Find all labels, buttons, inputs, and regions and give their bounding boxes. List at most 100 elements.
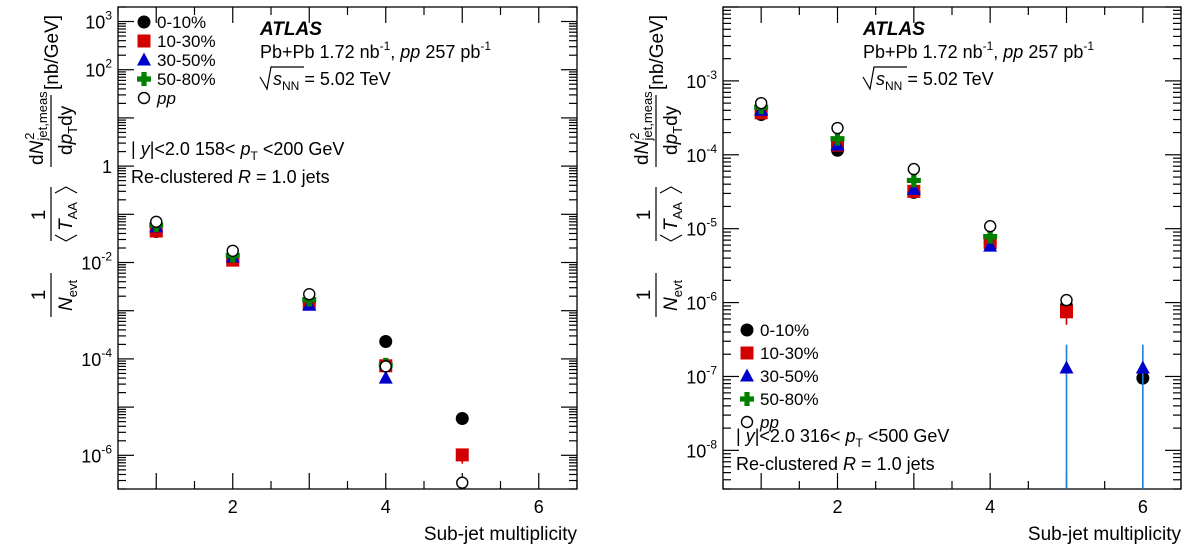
y-tick-label: 1 — [102, 157, 112, 177]
data-point — [379, 360, 392, 373]
legend-marker — [740, 415, 754, 429]
y-label-taa: TAA — [56, 202, 80, 231]
legend-label: 50-80% — [157, 70, 216, 89]
x-axis-label: Sub-jet multiplicity — [1028, 524, 1182, 545]
y-label-units: [nb/GeV] — [647, 15, 668, 90]
jet-definition: Re-clustered R = 1.0 jets — [736, 454, 935, 474]
y-label-nevt: Nevt — [56, 280, 80, 311]
sqrt-sign — [259, 66, 304, 91]
legend-marker — [137, 52, 151, 66]
energy-label: sNN = 5.02 TeV — [876, 69, 994, 93]
data-point — [831, 121, 844, 135]
x-tick-label: 6 — [1138, 497, 1148, 517]
data-point — [1059, 360, 1074, 374]
data-point — [754, 96, 768, 110]
y-label-one: 1 — [29, 290, 50, 301]
data-point — [1060, 305, 1073, 319]
data-point — [1060, 293, 1073, 307]
x-tick-label: 4 — [381, 497, 391, 517]
data-point — [303, 288, 316, 301]
left-panel: 2 4 6 10-6 10-4 10-2 1 102 103 Sub-jet multiplici… — [22, 6, 578, 545]
data-point — [455, 412, 469, 426]
legend-label: 0-10% — [157, 13, 206, 32]
data-point — [906, 181, 921, 195]
legend-marker — [137, 15, 151, 29]
data-point — [983, 220, 997, 233]
jet-definition: Re-clustered R = 1.0 jets — [131, 167, 330, 187]
data-points — [754, 96, 1150, 489]
y-tick-label: 10-5 — [686, 216, 717, 240]
data-point — [456, 476, 469, 489]
x-tick-label: 2 — [832, 497, 842, 517]
data-point — [983, 238, 998, 252]
angle-brackets — [54, 186, 78, 242]
legend-marker — [137, 72, 151, 86]
y-label-units: [nb/GeV] — [42, 15, 63, 90]
energy-label: sNN = 5.02 TeV — [273, 69, 391, 93]
legend-label: 10-30% — [157, 32, 216, 51]
legend-label: 50-80% — [760, 390, 819, 409]
legend-label: pp — [759, 413, 779, 432]
y-tick-label: 103 — [85, 9, 112, 33]
y-tick-label: 10-4 — [81, 346, 112, 370]
data-point — [906, 173, 921, 188]
data-point — [379, 334, 393, 348]
kinematic-cuts: | y|<2.0 316< pT <500 GeV — [736, 426, 949, 450]
x-tick-label: 2 — [228, 497, 238, 517]
y-tick-label: 10-3 — [686, 68, 717, 92]
data-point — [983, 229, 998, 244]
y-ticks — [118, 6, 577, 490]
y-label-denominator: dpTdy — [56, 105, 80, 155]
data-points — [149, 215, 469, 489]
data-point — [1135, 360, 1150, 374]
x-axis-label: Sub-jet multiplicity — [424, 524, 578, 545]
y-tick-label: 10-8 — [686, 437, 717, 461]
y-label-one: 1 — [634, 290, 655, 301]
y-tick-label: 10-4 — [686, 142, 717, 166]
atlas-label: ATLAS — [862, 19, 925, 40]
legend-label: 0-10% — [760, 321, 809, 340]
y-tick-label: 102 — [85, 57, 112, 81]
right-panel: 2 4 6 10-8 10-7 10-6 10-5 10-4 10-3 Sub-jet multi… — [627, 6, 1182, 545]
legend-marker — [137, 91, 151, 105]
legend: 0-10%10-30%30-50%50-80%pp — [137, 13, 216, 108]
legend: 0-10% 10-30% 30-50% 50-80% pp — [740, 321, 819, 432]
x-tick-label: 4 — [985, 497, 995, 517]
legend-label: 30-50% — [760, 367, 819, 386]
y-tick-label: 10-7 — [686, 363, 717, 387]
y-tick-label: 10-6 — [81, 442, 112, 466]
data-point — [830, 131, 845, 146]
y-label-numerator: dN2jet,meas — [22, 91, 50, 165]
y-ticks — [723, 6, 1181, 490]
angle-brackets — [659, 186, 683, 242]
legend-label: pp — [156, 89, 176, 108]
y-label-one: 1 — [634, 210, 655, 221]
y-label-taa: TAA — [661, 202, 685, 231]
y-label-nevt: Nevt — [661, 280, 685, 311]
legend-marker — [740, 346, 754, 360]
legend-marker — [740, 392, 754, 406]
atlas-label: ATLAS — [259, 19, 322, 40]
legend-marker — [740, 323, 754, 337]
y-tick-label: 10-2 — [81, 250, 112, 274]
kinematic-cuts: | y|<2.0 158< pT <200 GeV — [131, 139, 344, 163]
data-point — [907, 162, 921, 176]
data-point — [455, 448, 469, 462]
y-tick-label: 10-6 — [686, 290, 717, 314]
dataset-luminosity: Pb+Pb 1.72 nb-1, pp 257 pb-1 — [260, 39, 491, 62]
data-point — [378, 370, 393, 384]
x-tick-label: 6 — [534, 497, 544, 517]
sqrt-sign — [862, 66, 907, 91]
legend-label: 10-30% — [760, 344, 819, 363]
legend-label: 30-50% — [157, 51, 216, 70]
legend-marker — [137, 34, 151, 48]
data-point — [226, 244, 239, 257]
y-label-numerator: dN2jet,meas — [627, 91, 655, 165]
dataset-luminosity: Pb+Pb 1.72 nb-1, pp 257 pb-1 — [863, 39, 1094, 62]
legend-marker — [740, 368, 754, 382]
data-point — [150, 215, 163, 228]
y-label-one: 1 — [29, 210, 50, 221]
